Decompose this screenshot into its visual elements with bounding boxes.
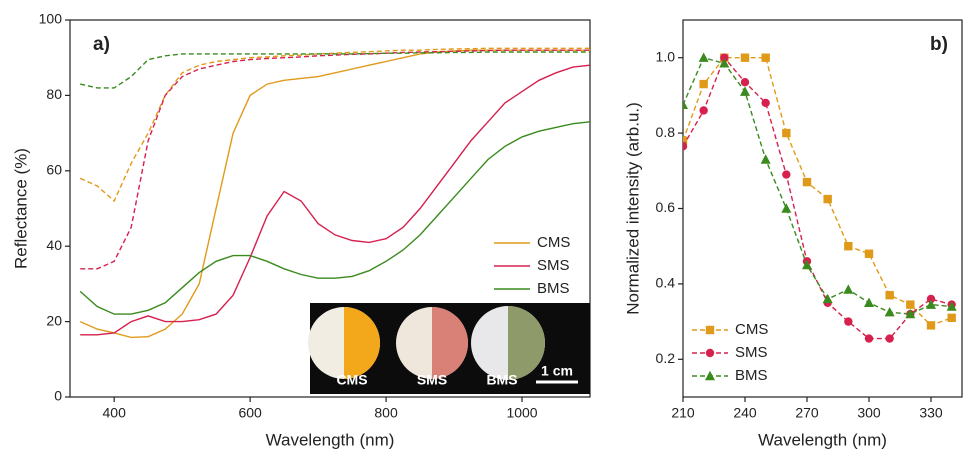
- marker: [926, 321, 936, 330]
- marker: [760, 154, 771, 164]
- marker: [926, 294, 936, 304]
- x-tick-label: 1000: [506, 405, 537, 421]
- line: [80, 64, 590, 336]
- marker: [864, 249, 874, 258]
- marker: [683, 142, 688, 151]
- marker: [782, 128, 791, 138]
- marker: [761, 98, 770, 108]
- marker: [843, 284, 854, 294]
- panel-label: b): [930, 34, 948, 55]
- legend-label: CMS: [537, 234, 570, 251]
- x-tick-label: 210: [671, 405, 695, 421]
- marker: [683, 136, 688, 145]
- marker: [705, 348, 715, 358]
- y-tick-label: 100: [39, 11, 63, 27]
- marker: [946, 301, 957, 311]
- marker: [740, 78, 750, 87]
- x-tick-label: 600: [238, 405, 262, 421]
- marker: [906, 300, 915, 309]
- marker: [822, 293, 833, 304]
- line: [79, 49, 590, 339]
- marker: [823, 194, 832, 204]
- sample-disc-half: [432, 307, 468, 379]
- x-axis-title: Wavelength (nm): [266, 430, 395, 449]
- plot-frame: [682, 19, 963, 398]
- x-tick-label: 300: [857, 405, 881, 421]
- marker: [926, 299, 936, 309]
- y-axis-title: Reflectance (%): [11, 148, 30, 269]
- marker: [699, 106, 708, 115]
- marker: [885, 291, 894, 300]
- y-tick-label: 0.4: [656, 275, 676, 291]
- marker: [947, 313, 956, 323]
- marker: [699, 79, 708, 89]
- marker: [782, 170, 791, 179]
- marker: [905, 308, 916, 319]
- y-tick-label: 60: [46, 162, 62, 178]
- dashed-line: [80, 49, 590, 270]
- legend-label: SMS: [537, 257, 570, 274]
- inset-photo: CMS SMS BMS 1 cm: [308, 303, 590, 394]
- plot-area: [79, 47, 590, 339]
- marker: [884, 306, 895, 317]
- x-tick-label: 330: [919, 405, 943, 421]
- y-tick-label: 0: [54, 388, 62, 404]
- legend-label: BMS: [537, 280, 570, 297]
- panel-label: a): [93, 34, 110, 55]
- marker: [781, 203, 792, 213]
- x-tick-label: 240: [733, 405, 757, 421]
- marker: [740, 53, 750, 62]
- legend-marker: [705, 348, 715, 358]
- y-tick-label: 0.6: [656, 199, 676, 215]
- inset-label: SMS: [417, 372, 447, 388]
- plot-area: [683, 52, 957, 343]
- y-tick-label: 80: [46, 86, 62, 102]
- marker: [705, 325, 715, 335]
- inset-label: BMS: [486, 372, 517, 388]
- x-tick-label: 270: [795, 405, 819, 421]
- legend-marker: [705, 325, 715, 335]
- line: [79, 121, 590, 315]
- dashed-line: [80, 51, 590, 89]
- x-tick-label: 800: [374, 405, 398, 421]
- y-axis-title: Normalized intensity (arb.u.): [623, 102, 642, 315]
- scale-bar-label: 1 cm: [541, 363, 573, 379]
- inset-label: CMS: [336, 372, 367, 388]
- marker: [719, 58, 730, 68]
- y-tick-label: 0.8: [656, 124, 676, 140]
- marker: [802, 177, 812, 187]
- x-tick-label: 400: [103, 405, 127, 421]
- marker: [864, 334, 874, 343]
- marker: [740, 86, 750, 96]
- marker: [683, 99, 688, 110]
- legend-marker: [705, 370, 715, 381]
- plot-frame: [69, 19, 591, 398]
- marker: [864, 297, 874, 307]
- marker: [802, 259, 812, 270]
- dashed-line: [683, 56, 952, 340]
- x-axis-title: Wavelength (nm): [758, 430, 887, 449]
- y-tick-label: 40: [46, 237, 62, 253]
- sample-disc-half: [344, 307, 380, 379]
- sample-disc-half: [508, 306, 545, 380]
- marker: [844, 317, 853, 326]
- marker: [844, 242, 853, 251]
- dashed-line: [79, 47, 590, 203]
- legend-label: SMS: [735, 344, 768, 361]
- marker: [705, 370, 715, 381]
- legend-label: CMS: [735, 321, 768, 338]
- y-tick-label: 1.0: [656, 48, 676, 64]
- y-tick-label: 0.2: [656, 350, 676, 366]
- legend-label: BMS: [735, 367, 768, 384]
- marker: [885, 334, 894, 343]
- dashed-line: [683, 57, 952, 327]
- marker: [698, 52, 709, 62]
- marker: [761, 53, 770, 62]
- dashed-line: [683, 56, 952, 315]
- marker: [720, 53, 729, 62]
- y-tick-label: 20: [46, 312, 62, 328]
